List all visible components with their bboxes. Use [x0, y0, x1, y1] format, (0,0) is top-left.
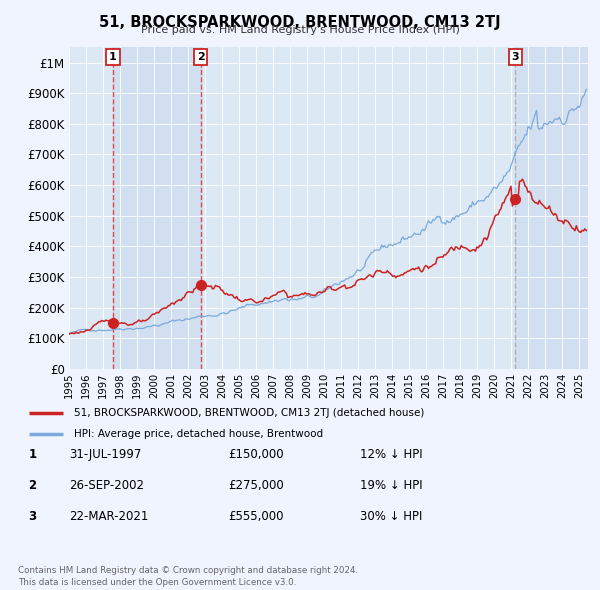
Text: 3: 3: [28, 510, 37, 523]
Text: 31-JUL-1997: 31-JUL-1997: [69, 448, 142, 461]
Text: 1: 1: [28, 448, 37, 461]
Text: £555,000: £555,000: [228, 510, 284, 523]
Text: 12% ↓ HPI: 12% ↓ HPI: [360, 448, 422, 461]
Text: 19% ↓ HPI: 19% ↓ HPI: [360, 479, 422, 492]
Text: 2: 2: [28, 479, 37, 492]
Text: 51, BROCKSPARKWOOD, BRENTWOOD, CM13 2TJ: 51, BROCKSPARKWOOD, BRENTWOOD, CM13 2TJ: [99, 15, 501, 30]
Text: £275,000: £275,000: [228, 479, 284, 492]
Bar: [113, 47, 200, 369]
Bar: [515, 47, 588, 369]
Text: 2: 2: [197, 52, 205, 62]
Text: 3: 3: [511, 52, 519, 62]
Text: 51, BROCKSPARKWOOD, BRENTWOOD, CM13 2TJ (detached house): 51, BROCKSPARKWOOD, BRENTWOOD, CM13 2TJ …: [74, 408, 424, 418]
Text: 1: 1: [109, 52, 117, 62]
Text: Price paid vs. HM Land Registry's House Price Index (HPI): Price paid vs. HM Land Registry's House …: [140, 25, 460, 35]
Text: £150,000: £150,000: [228, 448, 284, 461]
Text: HPI: Average price, detached house, Brentwood: HPI: Average price, detached house, Bren…: [74, 428, 323, 438]
Text: Contains HM Land Registry data © Crown copyright and database right 2024.
This d: Contains HM Land Registry data © Crown c…: [18, 566, 358, 587]
Text: 30% ↓ HPI: 30% ↓ HPI: [360, 510, 422, 523]
Text: 26-SEP-2002: 26-SEP-2002: [69, 479, 144, 492]
Text: 22-MAR-2021: 22-MAR-2021: [69, 510, 148, 523]
